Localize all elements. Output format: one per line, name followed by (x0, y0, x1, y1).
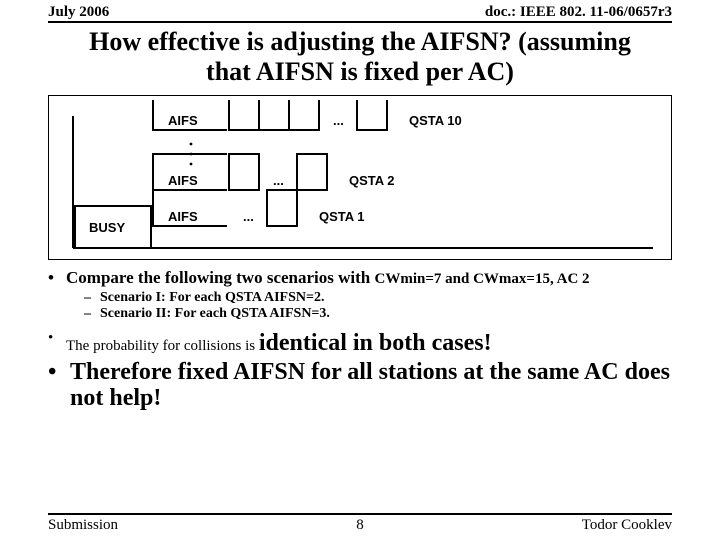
footer-bar: Submission 8 Todor Cooklev (48, 513, 672, 534)
svg-text:QSTA 2: QSTA 2 (349, 173, 395, 188)
svg-text:AIFS: AIFS (168, 113, 198, 128)
dash-icon: – (84, 306, 100, 322)
dash-icon: – (84, 290, 100, 306)
title-line-1: How effective is adjusting the AIFSN? (a… (48, 27, 672, 57)
footer-left: Submission (48, 517, 118, 534)
header-doc-id: doc.: IEEE 802. 11-06/0657r3 (485, 4, 672, 21)
timing-diagram: BUSY AIFS... QSTA 10 AIFS... QSTA 2 AIFS... QS… (48, 95, 672, 260)
bullet-scenario-1: – Scenario I: For each QSTA AIFSN=2. (84, 290, 672, 306)
svg-text:...: ... (273, 173, 284, 188)
footer-page-number: 8 (356, 517, 364, 534)
bullet-compare: • Compare the following two scenarios wi… (48, 268, 672, 288)
svg-text:QSTA 1: QSTA 1 (319, 209, 365, 224)
header-date: July 2006 (48, 4, 109, 21)
bullet-list: • Compare the following two scenarios wi… (0, 268, 720, 412)
svg-text:AIFS: AIFS (168, 209, 198, 224)
page-title: How effective is adjusting the AIFSN? (a… (0, 23, 720, 93)
bullet-dot-icon: • (48, 268, 66, 288)
compare-suffix: CWmin=7 and CWmax=15, AC 2 (375, 271, 590, 287)
timing-diagram-svg: BUSY AIFS... QSTA 10 AIFS... QSTA 2 AIFS... QS… (53, 100, 663, 255)
svg-text:...: ... (243, 209, 254, 224)
prob-prefix: The probability for collisions is (66, 338, 259, 354)
svg-text:BUSY: BUSY (89, 220, 125, 235)
therefore-text: Therefore fixed AIFSN for all stations a… (70, 359, 672, 412)
prob-emphasis: identical in both cases! (259, 330, 492, 356)
svg-text:QSTA 10: QSTA 10 (409, 113, 462, 128)
scenario-1-text: Scenario I: For each QSTA AIFSN=2. (100, 290, 324, 306)
scenario-2-text: Scenario II: For each QSTA AIFSN=3. (100, 306, 330, 322)
svg-text:AIFS: AIFS (168, 173, 198, 188)
footer-author: Todor Cooklev (582, 517, 672, 534)
bullet-probability: • The probability for collisions is iden… (48, 330, 672, 357)
title-line-2: that AIFSN is fixed per AC) (48, 57, 672, 87)
bullet-dot-icon: • (48, 330, 66, 357)
header-bar: July 2006 doc.: IEEE 802. 11-06/0657r3 (48, 0, 672, 23)
bullet-therefore: • Therefore fixed AIFSN for all stations… (48, 359, 672, 412)
svg-text:...: ... (333, 113, 344, 128)
compare-prefix: Compare the following two scenarios with (66, 268, 375, 287)
bullet-dot-icon: • (48, 359, 70, 412)
bullet-scenario-2: – Scenario II: For each QSTA AIFSN=3. (84, 306, 672, 322)
